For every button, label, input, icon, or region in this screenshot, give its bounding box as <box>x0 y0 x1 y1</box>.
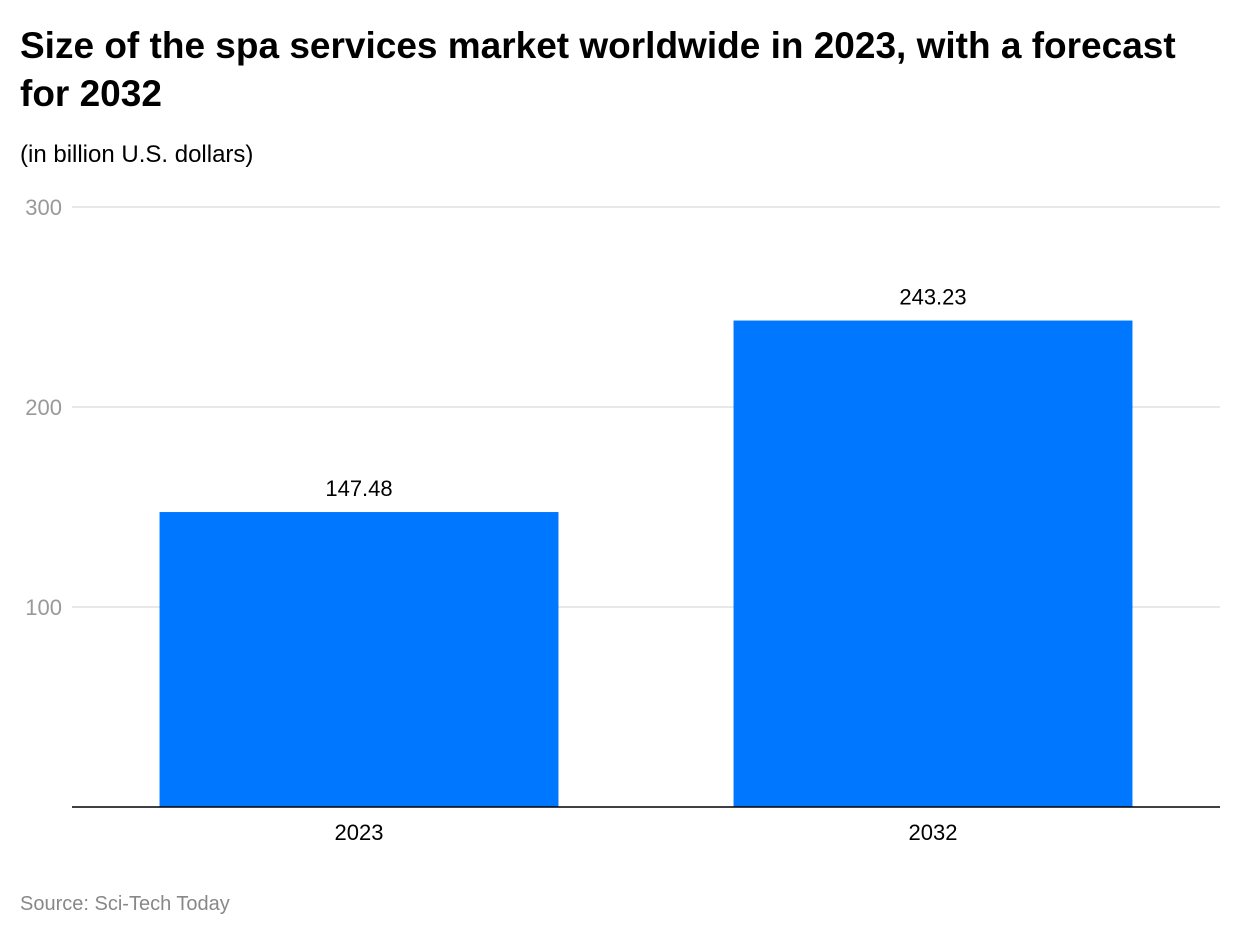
chart-subtitle: (in billion U.S. dollars) <box>20 141 254 168</box>
source-name: Sci-Tech Today <box>94 893 230 915</box>
data-label: 243.23 <box>899 285 966 310</box>
source-note: Source: Sci-Tech Today <box>20 893 230 916</box>
source-label: Source: <box>20 893 89 915</box>
y-tick-label: 200 <box>25 395 62 420</box>
y-tick-label: 100 <box>25 595 62 620</box>
x-tick-label: 2023 <box>335 820 384 845</box>
chart-title: Size of the spa services market worldwid… <box>20 25 1176 114</box>
bar-2032 <box>733 320 1133 807</box>
x-tick-label: 2032 <box>909 820 958 845</box>
bar-2023 <box>159 512 559 807</box>
y-tick-label: 300 <box>25 195 62 220</box>
data-label: 147.48 <box>325 476 392 501</box>
